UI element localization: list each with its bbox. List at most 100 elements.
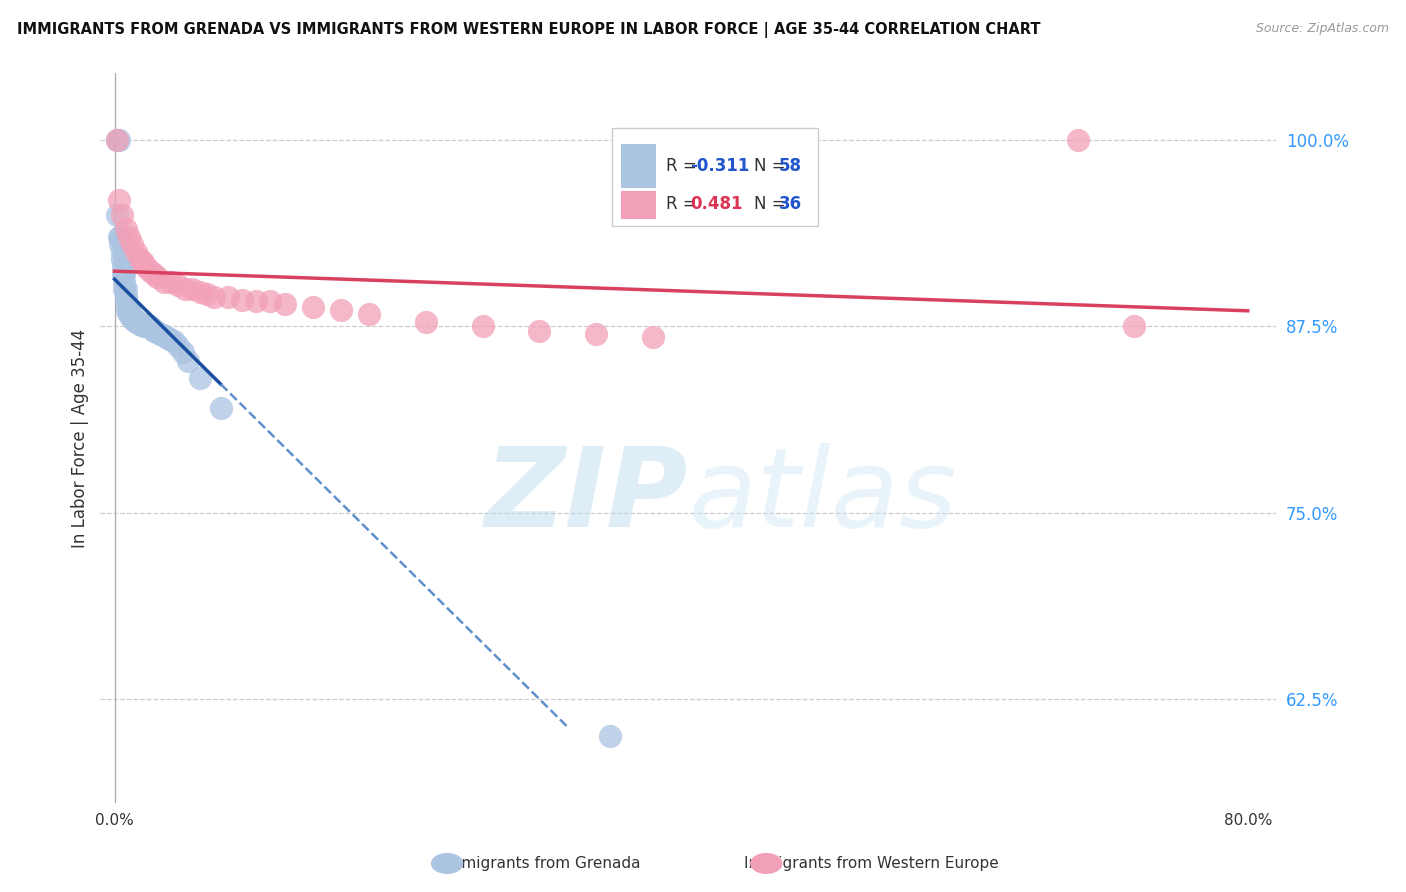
Point bbox=[139, 319, 162, 334]
Text: -0.311: -0.311 bbox=[690, 157, 749, 175]
Point bbox=[167, 339, 190, 353]
Point bbox=[128, 316, 150, 330]
Point bbox=[121, 237, 143, 252]
Text: N =: N = bbox=[754, 195, 792, 213]
Text: ZIP: ZIP bbox=[485, 443, 688, 550]
Point bbox=[105, 208, 128, 222]
Point bbox=[217, 289, 239, 303]
Point bbox=[110, 252, 132, 267]
Point bbox=[135, 260, 157, 274]
Point bbox=[120, 307, 142, 321]
Point bbox=[155, 330, 177, 344]
Point bbox=[105, 133, 128, 147]
Point bbox=[585, 326, 607, 341]
Point bbox=[231, 293, 253, 307]
Point bbox=[118, 230, 141, 244]
Point bbox=[114, 275, 136, 289]
Text: IMMIGRANTS FROM GRENADA VS IMMIGRANTS FROM WESTERN EUROPE IN LABOR FORCE | AGE 3: IMMIGRANTS FROM GRENADA VS IMMIGRANTS FR… bbox=[17, 22, 1040, 38]
Point bbox=[118, 304, 141, 318]
Point bbox=[108, 230, 131, 244]
Point bbox=[124, 313, 146, 327]
Text: atlas: atlas bbox=[688, 443, 957, 550]
Text: Source: ZipAtlas.com: Source: ZipAtlas.com bbox=[1256, 22, 1389, 36]
Point bbox=[143, 267, 166, 281]
Y-axis label: In Labor Force | Age 35-44: In Labor Force | Age 35-44 bbox=[72, 328, 89, 548]
Point bbox=[110, 244, 132, 259]
Point bbox=[138, 319, 160, 334]
Point bbox=[118, 302, 141, 317]
Point bbox=[115, 289, 138, 303]
Point bbox=[118, 306, 141, 320]
Point bbox=[160, 333, 183, 347]
Point bbox=[172, 344, 194, 359]
Text: N =: N = bbox=[754, 157, 792, 175]
Text: Immigrants from Grenada: Immigrants from Grenada bbox=[441, 856, 641, 871]
Point bbox=[120, 309, 142, 323]
Point bbox=[121, 310, 143, 325]
Point bbox=[131, 318, 153, 332]
Point bbox=[529, 324, 551, 338]
Point bbox=[134, 319, 156, 334]
Point bbox=[129, 316, 152, 330]
Text: R =: R = bbox=[666, 157, 702, 175]
Point bbox=[142, 322, 165, 336]
Point bbox=[160, 275, 183, 289]
Point bbox=[122, 311, 145, 326]
Point bbox=[117, 297, 139, 311]
Point bbox=[1067, 133, 1090, 147]
Point bbox=[125, 315, 148, 329]
Point bbox=[129, 252, 152, 267]
Point bbox=[259, 293, 281, 308]
Point bbox=[118, 301, 141, 316]
Point bbox=[125, 244, 148, 259]
Point bbox=[167, 277, 190, 292]
Point bbox=[110, 208, 132, 222]
Point bbox=[163, 334, 186, 349]
Point bbox=[152, 328, 174, 343]
Point bbox=[174, 282, 197, 296]
Point bbox=[139, 264, 162, 278]
Point bbox=[195, 286, 218, 301]
FancyBboxPatch shape bbox=[621, 191, 657, 219]
Point bbox=[111, 267, 134, 281]
Point bbox=[117, 304, 139, 318]
Point bbox=[122, 311, 145, 326]
Point bbox=[136, 319, 159, 334]
Point bbox=[121, 309, 143, 323]
Text: 58: 58 bbox=[779, 157, 801, 175]
Point bbox=[105, 133, 128, 147]
Text: R =: R = bbox=[666, 195, 702, 213]
Point bbox=[143, 324, 166, 338]
Text: Immigrants from Western Europe: Immigrants from Western Europe bbox=[744, 856, 1000, 871]
Point bbox=[245, 293, 267, 308]
Point bbox=[115, 222, 138, 236]
FancyBboxPatch shape bbox=[621, 144, 657, 187]
Point bbox=[127, 315, 149, 329]
Point bbox=[111, 260, 134, 274]
Point bbox=[146, 326, 169, 340]
Point bbox=[135, 319, 157, 334]
Text: 0.481: 0.481 bbox=[690, 195, 744, 213]
Point bbox=[107, 133, 129, 147]
Point bbox=[107, 193, 129, 207]
Point bbox=[1123, 319, 1146, 334]
Point bbox=[415, 315, 437, 329]
Point bbox=[177, 353, 200, 368]
FancyBboxPatch shape bbox=[612, 128, 817, 227]
Point bbox=[153, 275, 176, 289]
Point bbox=[146, 270, 169, 285]
Point bbox=[114, 282, 136, 296]
Point bbox=[115, 289, 138, 303]
Point bbox=[114, 267, 136, 281]
Point bbox=[471, 319, 494, 334]
Point bbox=[202, 289, 225, 303]
Point bbox=[330, 302, 353, 317]
Point bbox=[181, 282, 204, 296]
Point bbox=[141, 321, 163, 335]
Point bbox=[641, 330, 664, 344]
Point bbox=[359, 307, 381, 321]
Point bbox=[132, 318, 155, 332]
Text: 36: 36 bbox=[779, 195, 801, 213]
Point bbox=[124, 313, 146, 327]
Point bbox=[157, 331, 180, 345]
